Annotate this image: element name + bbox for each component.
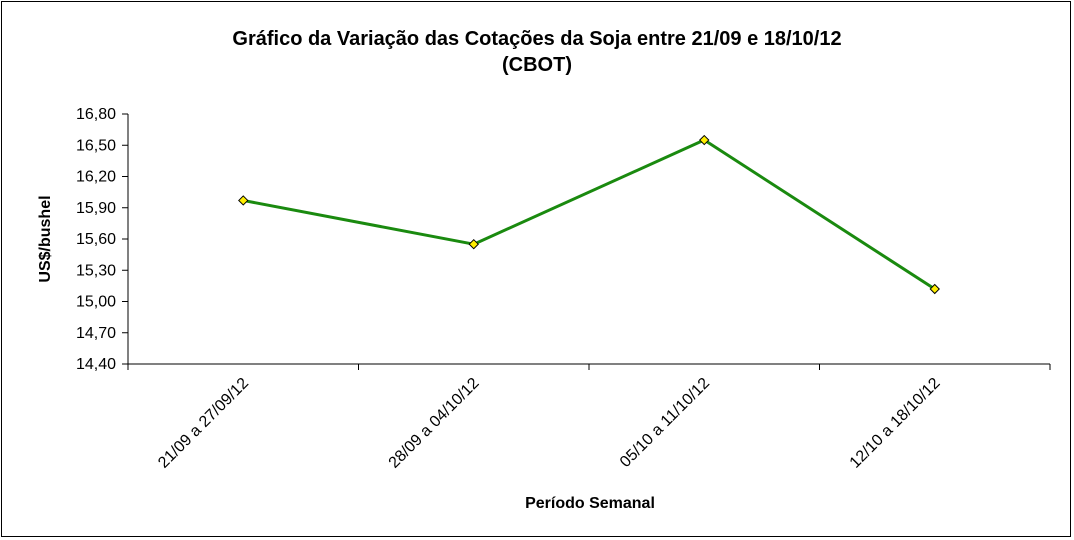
y-tick-label: 16,80	[76, 106, 116, 123]
series-line	[242, 138, 936, 291]
x-tick-label: 12/10 a 18/10/12	[847, 375, 944, 472]
data-point-marker	[238, 195, 249, 206]
chart-title-line1: Gráfico da Variação das Cotações da Soja…	[232, 28, 842, 50]
x-tick-label: 28/09 a 04/10/12	[386, 375, 483, 472]
y-tick-label: 16,50	[76, 137, 116, 154]
y-tick-label: 16,20	[76, 169, 116, 186]
y-tick-label: 14,70	[76, 325, 116, 342]
series-soja	[238, 134, 940, 295]
x-tick-label: 05/10 a 11/10/12	[617, 375, 713, 471]
data-point-marker	[468, 239, 479, 250]
data-point-marker	[699, 134, 710, 146]
y-tick-label: 14,40	[76, 356, 116, 373]
y-axis-title: US$/bushel	[37, 195, 54, 282]
x-axis-title: Período Semanal	[525, 495, 655, 512]
y-tick-label: 15,60	[76, 231, 116, 248]
y-axis-ticks: 16,80 16,50 16,20 15,90 15,60 15,30 15,00 14,70…	[76, 106, 128, 373]
y-tick-label: 15,90	[76, 200, 116, 217]
x-axis-ticks: 21/09 a 27/09/12 28/09 a 04/10/12 05/10 a …	[127, 364, 1051, 472]
y-tick-label: 15,30	[76, 262, 116, 279]
data-point-marker	[929, 283, 940, 295]
chart-title: Gráfico da Variação das Cotações da Soja…	[0, 26, 1074, 78]
y-tick-label: 15,00	[76, 294, 116, 311]
x-tick-label: 21/09 a 27/09/12	[155, 375, 252, 472]
chart-title-line2: (CBOT)	[502, 54, 572, 76]
